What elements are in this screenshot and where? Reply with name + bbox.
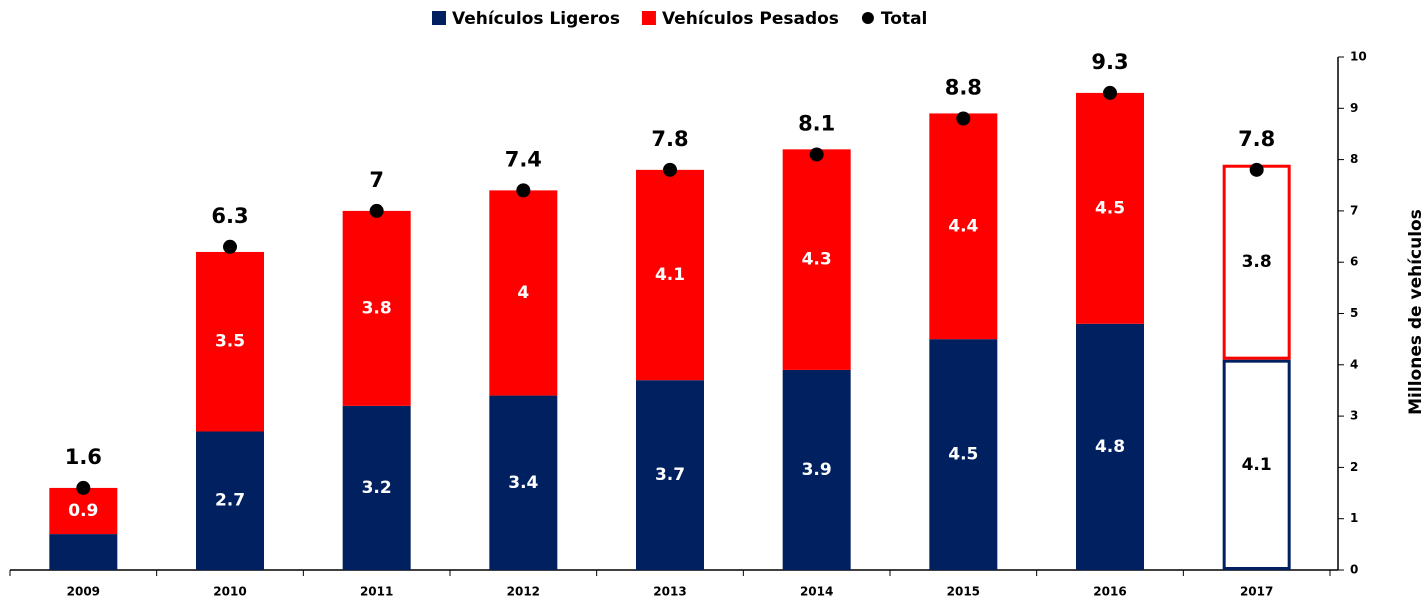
bar-segment — [196, 251, 264, 432]
y-tick-label: 1 — [1350, 511, 1358, 525]
y-tick-label: 8 — [1350, 152, 1358, 166]
bar-label: 3.9 — [802, 460, 832, 480]
bar-segment — [929, 339, 998, 570]
bar-segment — [489, 190, 558, 396]
total-marker — [1249, 162, 1264, 177]
total-label: 7.8 — [1238, 127, 1275, 151]
bar-segment — [49, 487, 118, 535]
legend-label: Vehículos Pesados — [662, 9, 839, 29]
legend-marker — [861, 12, 874, 24]
total-label: 6.3 — [211, 204, 248, 228]
bar-label: 4.4 — [948, 216, 978, 236]
y-axis-label: Millones de vehículos — [1406, 209, 1426, 415]
bar-segment — [782, 369, 851, 570]
x-tick-label: 2013 — [653, 585, 686, 599]
legend-marker — [432, 11, 446, 25]
bar-label: 4.1 — [655, 265, 685, 285]
total-marker — [956, 111, 971, 126]
bar-segment — [1076, 323, 1144, 570]
y-tick-label: 10 — [1350, 50, 1367, 64]
total-marker — [223, 239, 237, 254]
y-tick-label: 0 — [1350, 563, 1358, 577]
total-label: 7 — [369, 168, 384, 192]
legend-marker — [641, 11, 656, 25]
x-tick-label: 2011 — [360, 585, 393, 599]
x-tick-label: 2017 — [1240, 585, 1273, 599]
x-tick-label: 2012 — [507, 585, 540, 599]
bar-label: 3.5 — [215, 332, 245, 352]
total-label: 7.8 — [651, 127, 688, 151]
bar-label: 3.8 — [362, 298, 392, 318]
x-tick-label: 2016 — [1093, 585, 1126, 599]
total-label: 7.4 — [505, 147, 542, 171]
x-tick-label: 2015 — [947, 585, 980, 599]
x-tick-label: 2014 — [800, 585, 833, 599]
bar-label: 4.5 — [1095, 198, 1125, 218]
y-tick-label: 6 — [1350, 255, 1358, 269]
bar-label: 3.7 — [655, 465, 685, 485]
bar-segment — [1222, 164, 1291, 360]
bar-label: 4.5 — [948, 445, 978, 465]
total-marker — [369, 203, 384, 218]
total-label: 8.1 — [798, 111, 835, 135]
x-tick-label: 2010 — [213, 585, 246, 599]
bar-segment — [636, 169, 704, 381]
bar-segment — [636, 380, 704, 570]
bar-label: 4.3 — [802, 250, 832, 270]
bar-segment — [782, 149, 851, 370]
y-tick-label: 3 — [1350, 409, 1358, 423]
legend-label: Total — [881, 9, 927, 29]
total-marker — [663, 162, 677, 177]
bar-segment — [342, 210, 411, 406]
bar-segment — [1076, 92, 1144, 324]
y-tick-label: 2 — [1350, 460, 1358, 474]
y-tick-label: 4 — [1350, 357, 1358, 371]
total-label: 8.8 — [945, 76, 982, 100]
legend-label: Vehículos Ligeros — [452, 9, 620, 29]
bar-segment — [49, 534, 118, 570]
x-tick-label: 2009 — [67, 585, 100, 599]
bar-label: 4 — [517, 283, 529, 303]
y-tick-label: 9 — [1350, 101, 1358, 115]
y-tick-label: 7 — [1350, 203, 1358, 217]
bar-segment — [1222, 359, 1291, 571]
bar-segment — [489, 395, 558, 570]
total-marker — [1103, 85, 1117, 100]
bar-segment — [929, 113, 998, 340]
bar-label: 3.2 — [362, 478, 392, 498]
total-marker — [76, 480, 91, 495]
total-label: 9.3 — [1091, 50, 1128, 74]
bar-label: 4.1 — [1242, 455, 1272, 475]
total-marker — [809, 147, 824, 162]
bar-label: 3.4 — [508, 473, 538, 493]
bar-segment — [342, 405, 411, 570]
bar-segment — [196, 431, 264, 570]
y-tick-label: 5 — [1350, 306, 1358, 320]
bar-label: 0.9 — [68, 501, 98, 521]
total-marker — [516, 183, 531, 198]
bar-label: 3.8 — [1242, 252, 1272, 272]
total-label: 1.6 — [65, 445, 102, 469]
bar-label: 4.8 — [1095, 437, 1125, 457]
bar-label: 2.7 — [215, 491, 245, 511]
